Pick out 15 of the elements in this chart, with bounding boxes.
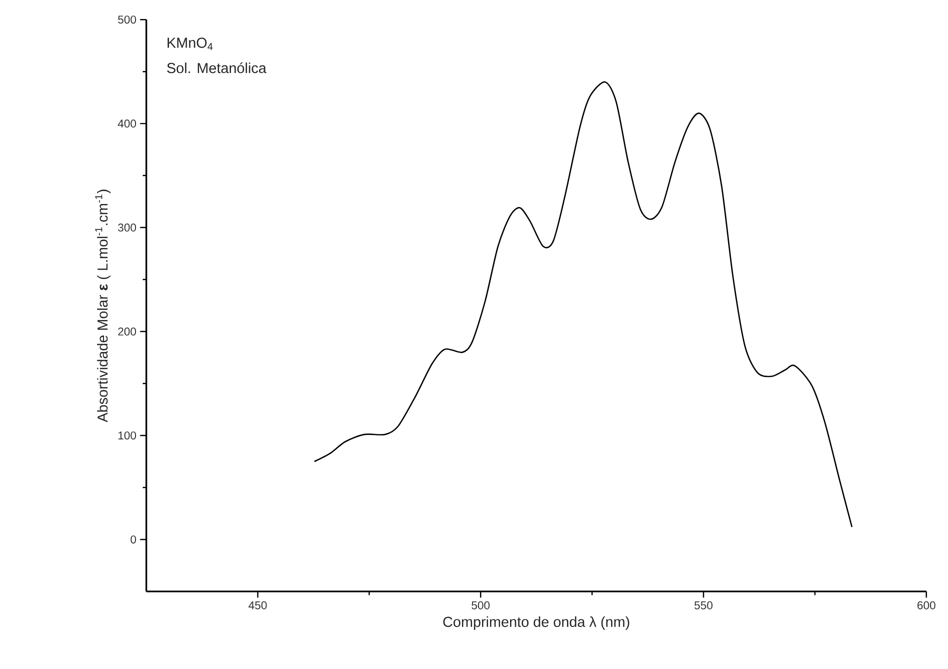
x-tick-label: 450 <box>248 601 267 610</box>
y-tick-label: 200 <box>118 328 136 336</box>
y-tick-label: 100 <box>118 432 136 440</box>
x-tick-label: 550 <box>694 601 712 610</box>
x-axis-title: Comprimento de onda λ (nm) <box>443 616 630 630</box>
y-tick-label: 500 <box>118 16 136 24</box>
y-axis-title: Absortividade Molar ε ( L.mol$^{-1}$.cm$^{-1}$) <box>95 190 111 422</box>
x-tick-label: 500 <box>472 601 490 610</box>
annotation: Sol. Metanólica <box>167 62 266 74</box>
annotation: KMnO$_{4}$ <box>168 38 213 50</box>
y-tick-label: 400 <box>118 120 136 128</box>
y-tick-label: 300 <box>118 224 136 232</box>
line-series <box>314 81 853 528</box>
y-tick-label: 0 <box>130 536 136 544</box>
x-tick-label: 600 <box>917 601 936 610</box>
